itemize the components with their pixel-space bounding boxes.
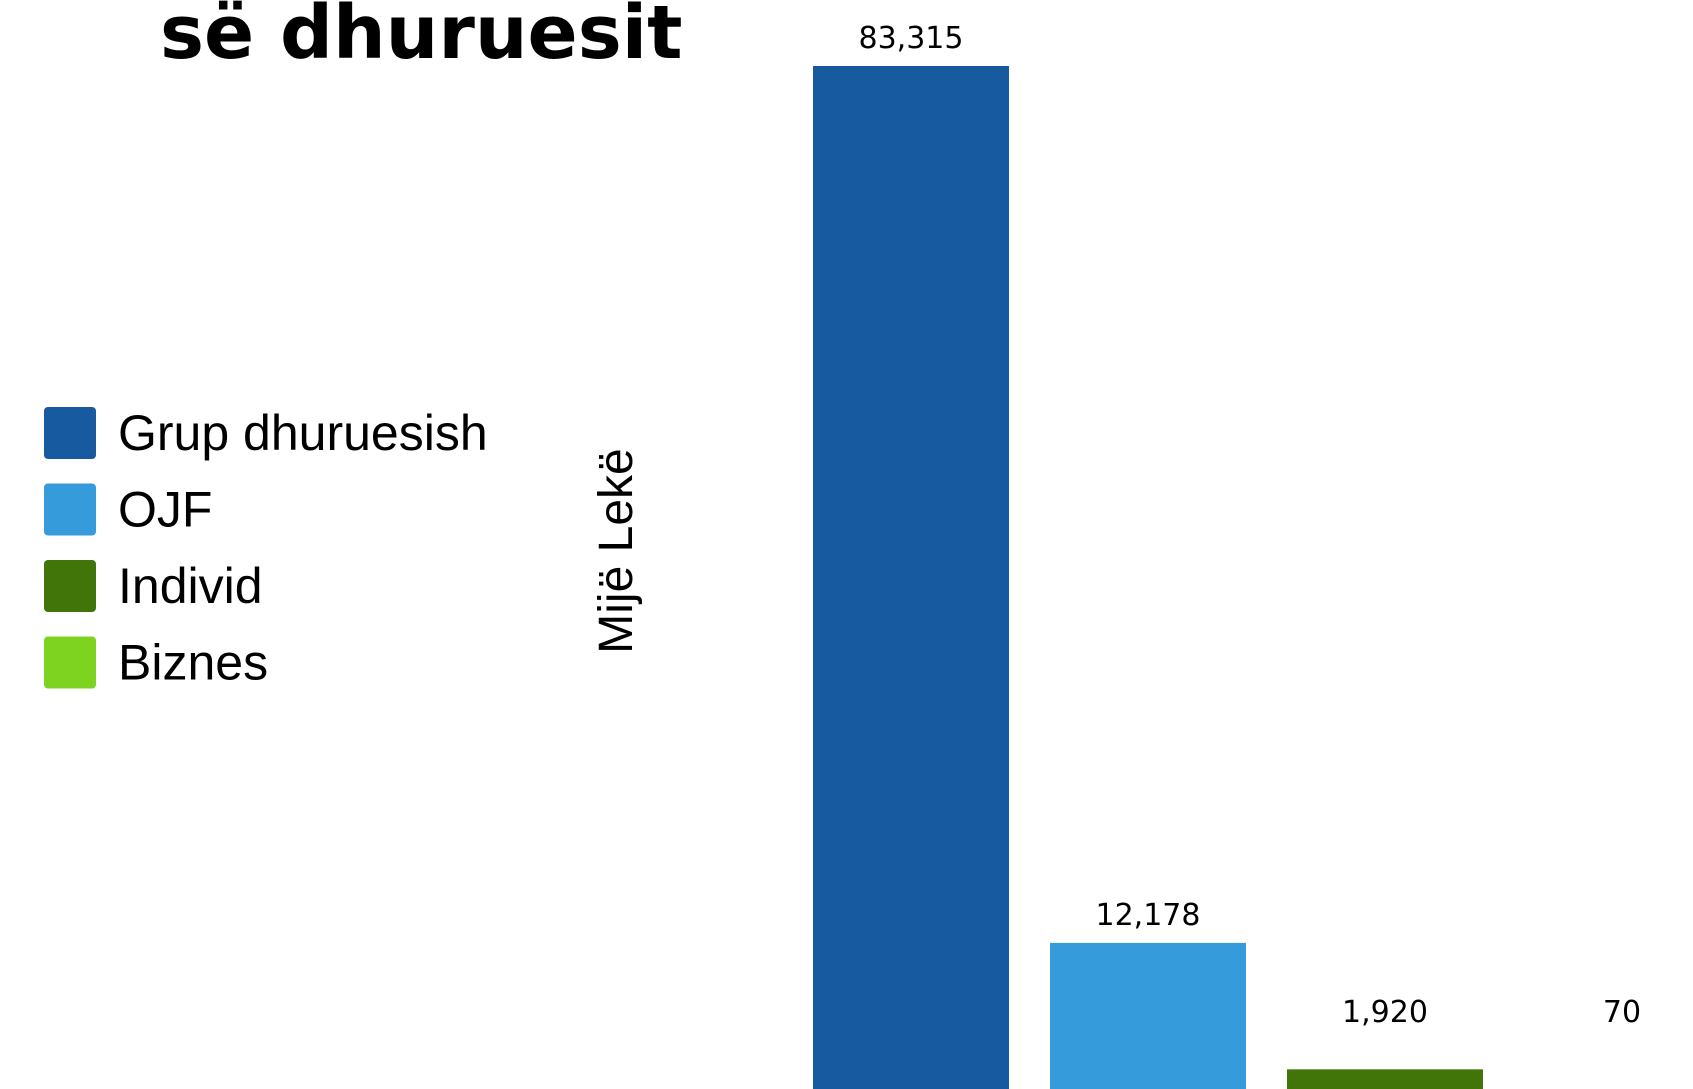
bar — [1287, 1069, 1483, 1089]
legend-swatch — [44, 636, 96, 689]
legend-label: Biznes — [118, 635, 268, 691]
bar — [1050, 942, 1246, 1089]
legend-label: Grup dhuruesish — [118, 405, 488, 461]
bar — [813, 66, 1009, 1089]
legend-label: OJF — [118, 482, 212, 538]
value-label: 70 — [1603, 995, 1641, 1030]
y-axis-label: Mijë Lekë — [590, 448, 643, 653]
legend-swatch — [44, 407, 96, 459]
value-label: 83,315 — [859, 21, 964, 56]
value-label: 12,178 — [1096, 898, 1201, 933]
chart-title: së dhuruesit — [160, 0, 682, 76]
value-label: 1,920 — [1342, 995, 1428, 1030]
legend-label: Individ — [118, 558, 263, 614]
legend-swatch — [44, 560, 96, 612]
legend-swatch — [44, 483, 96, 536]
